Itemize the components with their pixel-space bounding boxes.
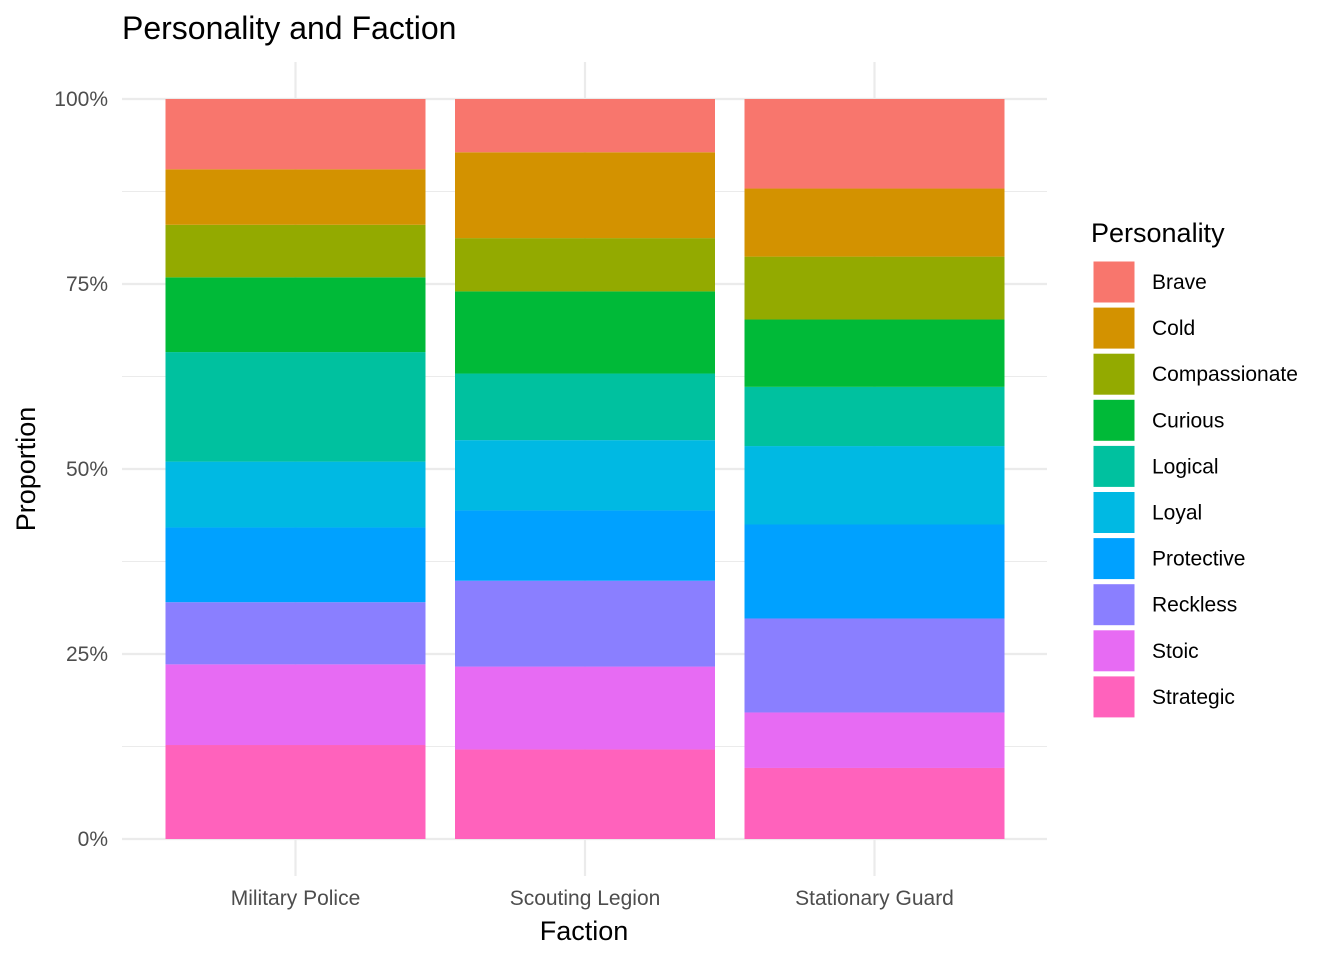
legend-key-compassionate [1092, 352, 1136, 396]
legend-label-protective: Protective [1152, 548, 1245, 571]
bar-segment-compassionate-scouting-legion [455, 238, 715, 292]
bar-segment-strategic-scouting-legion [455, 749, 715, 839]
bar-segment-compassionate-stationary-guard [744, 256, 1005, 320]
y-tick-label: 75% [66, 273, 108, 296]
bar-segment-logical-stationary-guard [744, 386, 1005, 447]
legend: Personality Brave Cold Compassionate Curiou… [1091, 218, 1298, 719]
bar-segment-stoic-stationary-guard [744, 712, 1005, 768]
legend-key-cold [1092, 306, 1136, 350]
y-tick-label: 100% [54, 88, 108, 111]
x-axis-title: Faction [540, 916, 629, 946]
bar-segment-brave-stationary-guard [744, 99, 1005, 189]
bar-segment-protective-stationary-guard [744, 524, 1005, 619]
legend-key-reckless [1092, 583, 1136, 627]
bar-segment-stoic-military-police [165, 664, 426, 746]
y-tick-label: 25% [66, 643, 108, 666]
bar-segment-loyal-military-police [165, 461, 426, 528]
bar-segment-logical-military-police [165, 352, 426, 462]
bar-segment-cold-stationary-guard [744, 188, 1005, 257]
legend-label-stoic: Stoic [1152, 640, 1199, 663]
legend-label-logical: Logical [1152, 455, 1219, 478]
bar-segment-reckless-stationary-guard [744, 618, 1005, 713]
bar-segment-strategic-military-police [165, 745, 426, 839]
legend-title: Personality [1091, 218, 1225, 248]
legend-label-compassionate: Compassionate [1152, 363, 1298, 386]
legend-key-stoic [1092, 629, 1136, 673]
y-axis-ticks: 0% 25% 50% 75% 100% [54, 88, 108, 851]
x-axis-ticks: Military Police Scouting Legion Stationary… [231, 887, 954, 910]
bar-segment-logical-scouting-legion [455, 373, 715, 441]
bar-segment-protective-scouting-legion [455, 510, 715, 581]
bar-segment-curious-stationary-guard [744, 319, 1005, 387]
legend-label-cold: Cold [1152, 317, 1195, 340]
legend-label-strategic: Strategic [1152, 686, 1235, 709]
legend-key-protective [1092, 537, 1136, 581]
legend-key-logical [1092, 444, 1136, 488]
bar-segment-strategic-stationary-guard [744, 767, 1005, 839]
chart-title: Personality and Faction [122, 10, 456, 46]
legend-key-strategic [1092, 675, 1136, 719]
x-tick-label: Military Police [231, 887, 361, 910]
bar-segment-curious-scouting-legion [455, 291, 715, 374]
legend-label-curious: Curious [1152, 409, 1224, 432]
bar-segment-compassionate-military-police [165, 224, 426, 278]
bar-segment-protective-military-police [165, 527, 426, 603]
bars [165, 99, 1005, 839]
bar-segment-reckless-scouting-legion [455, 580, 715, 667]
y-tick-label: 0% [78, 828, 108, 851]
legend-label-loyal: Loyal [1152, 502, 1202, 525]
y-tick-label: 50% [66, 458, 108, 481]
bar-segment-reckless-military-police [165, 602, 426, 665]
bar-segment-brave-military-police [165, 99, 426, 170]
bar-segment-cold-military-police [165, 169, 426, 225]
bar-segment-curious-military-police [165, 277, 426, 353]
x-tick-label: Stationary Guard [795, 887, 954, 910]
y-axis-title: Proportion [11, 407, 41, 532]
legend-key-brave [1092, 260, 1136, 304]
legend-label-brave: Brave [1152, 271, 1207, 294]
x-tick-label: Scouting Legion [510, 887, 661, 910]
bar-segment-cold-scouting-legion [455, 152, 715, 239]
bar-segment-brave-scouting-legion [455, 99, 715, 153]
bar-segment-loyal-scouting-legion [455, 440, 715, 511]
bar-segment-stoic-scouting-legion [455, 666, 715, 750]
legend-label-reckless: Reckless [1152, 594, 1237, 617]
legend-key-curious [1092, 398, 1136, 442]
legend-key-loyal [1092, 491, 1136, 534]
bar-segment-loyal-stationary-guard [744, 446, 1005, 525]
